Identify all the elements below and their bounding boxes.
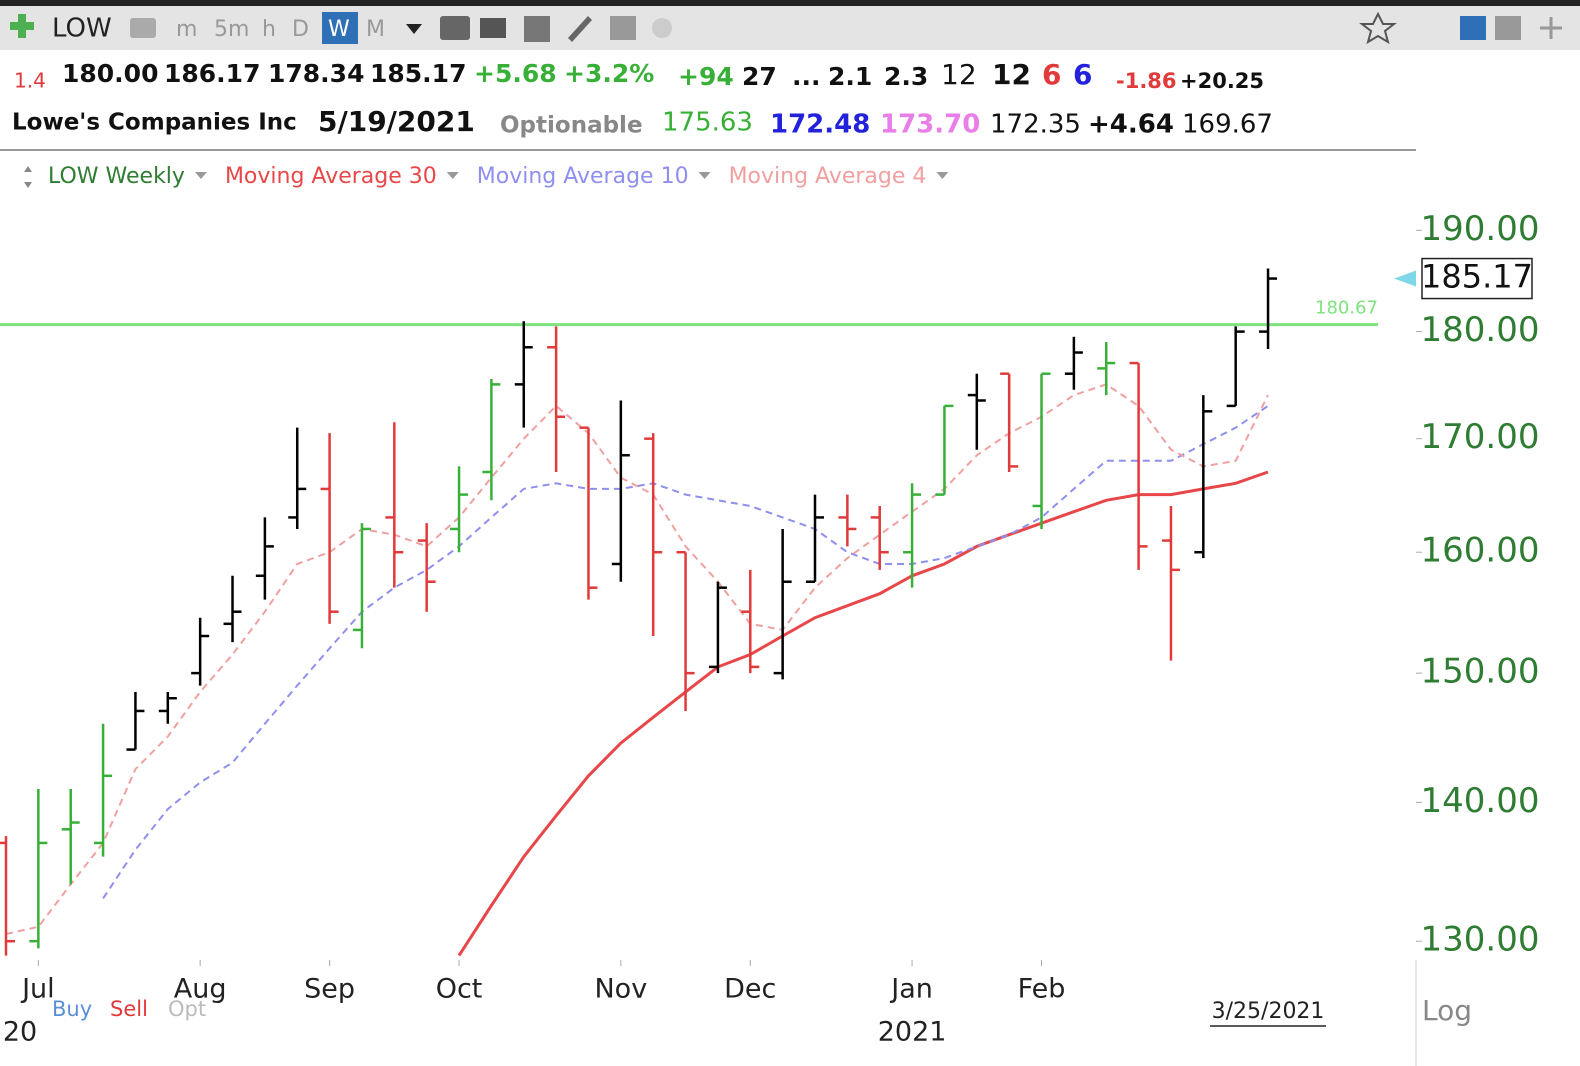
year-label: 20 xyxy=(3,1017,37,1048)
quote-field: +3.2% xyxy=(564,59,654,88)
active-timeframe xyxy=(322,12,358,44)
legend-dropdown xyxy=(446,172,459,179)
toolbar-icons xyxy=(10,11,1562,45)
timeframe[interactable]: M xyxy=(366,17,385,42)
quote-field: 2.1 xyxy=(828,62,872,91)
quote-field: 2.3 xyxy=(884,62,928,91)
icon[interactable] xyxy=(1495,16,1521,40)
date: 5/19/2021 xyxy=(318,105,475,138)
icon[interactable] xyxy=(1540,17,1562,39)
x-tick-label: Jul xyxy=(20,974,55,1005)
info-field: +4.64 xyxy=(1088,110,1174,140)
optionable: Optionable xyxy=(500,113,643,139)
toolbar xyxy=(0,6,1580,50)
x-tick-label: Jan xyxy=(889,974,933,1005)
quote-field: 186.17 xyxy=(164,59,260,88)
sell-button[interactable]: Sell xyxy=(110,997,148,1021)
legend-dropdown xyxy=(698,172,711,179)
legend-entry: Moving Average 10 xyxy=(477,164,689,189)
quote-field: 1.4 xyxy=(14,69,46,93)
info-field: 175.63 xyxy=(662,108,753,138)
quote-row: 1.4 180.00 186.17 178.34 185.17 +5.68 +3… xyxy=(14,58,1264,93)
legend-entry: Moving Average 30 xyxy=(225,164,437,189)
icon[interactable] xyxy=(524,16,550,42)
x-tick-label: Feb xyxy=(1018,974,1066,1005)
symbol: LOW xyxy=(52,14,112,44)
quote-field: 27 xyxy=(742,62,777,91)
quote-field: +20.25 xyxy=(1180,69,1264,93)
moving-average xyxy=(457,470,1269,957)
icon[interactable] xyxy=(440,16,470,40)
price-label: 185.17 xyxy=(1421,258,1533,296)
icon[interactable] xyxy=(568,16,592,42)
timeframe[interactable]: 5m xyxy=(214,17,249,42)
quote-field: ... xyxy=(792,62,821,91)
moving-average xyxy=(102,405,1269,899)
legend-dropdown xyxy=(194,172,207,179)
buy-button[interactable]: Buy xyxy=(52,997,92,1021)
quote-field: 185.17 xyxy=(370,59,466,88)
y-tick-label: 180.00 xyxy=(1421,310,1540,350)
quote-field: 6 xyxy=(1073,58,1092,91)
star-icon[interactable] xyxy=(1359,11,1397,45)
icon[interactable] xyxy=(610,16,636,40)
log-toggle[interactable]: Log xyxy=(1422,994,1472,1027)
add-icon[interactable] xyxy=(10,14,34,38)
top-border xyxy=(0,0,1580,6)
legend-dropdown xyxy=(936,172,949,179)
legend-entry: LOW Weekly xyxy=(48,164,185,189)
dropdown[interactable] xyxy=(406,24,422,34)
quote-field: 180.00 xyxy=(62,59,158,88)
legend-entry: Moving Average 4 xyxy=(729,164,927,189)
icon[interactable] xyxy=(130,18,156,38)
opt-button[interactable]: Opt xyxy=(168,997,206,1021)
timeframe[interactable]: m xyxy=(176,17,197,42)
info-field: 172.35 xyxy=(990,110,1081,140)
y-tick-label: 170.00 xyxy=(1421,417,1540,457)
quote-field: 178.34 xyxy=(268,59,364,88)
quote-field: -1.86 xyxy=(1116,69,1177,93)
quote-field: 12 xyxy=(941,58,977,91)
quote-field: 6 xyxy=(1042,58,1061,91)
info-field: 173.70 xyxy=(880,110,980,140)
y-tick-label: 150.00 xyxy=(1421,652,1540,692)
level-label: 180.67 xyxy=(1315,298,1378,319)
x-tick-label: Sep xyxy=(304,974,355,1005)
moving-average xyxy=(5,383,1269,935)
plot: 130.00 140.00 150.00 160.00 170.00 180.00 190.… xyxy=(0,164,1539,1048)
timeframe[interactable]: D xyxy=(292,17,309,42)
year-label: 2021 xyxy=(878,1017,947,1048)
x-tick-label: Oct xyxy=(436,974,483,1005)
icon[interactable] xyxy=(480,18,506,38)
y-tick-label: 140.00 xyxy=(1421,781,1540,821)
quote-field: 12 xyxy=(992,58,1031,91)
price-marker xyxy=(1394,270,1416,287)
x-tick-label: Dec xyxy=(724,974,776,1005)
quote-field: +5.68 xyxy=(474,59,557,88)
legend-handle xyxy=(24,166,32,188)
x-tick-label: Aug xyxy=(174,974,227,1005)
x-tick-label: Nov xyxy=(594,974,647,1005)
info-row: Lowe's Companies Inc 5/19/2021 Optionabl… xyxy=(12,105,1273,140)
icon[interactable] xyxy=(1460,16,1486,40)
info-field: 172.48 xyxy=(770,110,870,140)
company-name: Lowe's Companies Inc xyxy=(12,110,297,136)
quote-field: +94 xyxy=(678,62,734,91)
icon[interactable] xyxy=(652,18,672,38)
cursor-date: 3/25/2021 xyxy=(1212,999,1325,1024)
price-box xyxy=(1421,257,1533,300)
y-tick-label: 190.00 xyxy=(1421,209,1540,249)
y-tick-label: 130.00 xyxy=(1421,920,1540,960)
info-field: 169.67 xyxy=(1182,110,1273,140)
timeframe[interactable]: W xyxy=(328,17,350,42)
timeframes: m 5m h D W M xyxy=(176,17,385,42)
y-tick-label: 160.00 xyxy=(1421,531,1540,571)
timeframe[interactable]: h xyxy=(262,17,276,42)
